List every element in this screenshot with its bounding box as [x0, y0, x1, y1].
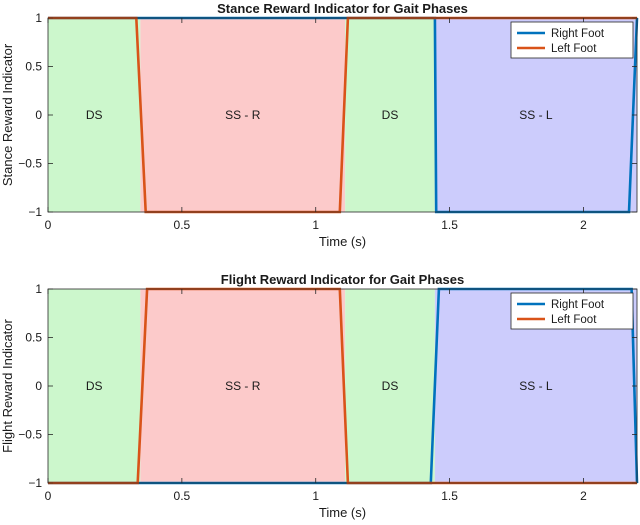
x-tick-label: 2: [580, 218, 587, 232]
legend: Right Foot Left Foot: [510, 292, 634, 330]
phase-region: [48, 289, 141, 483]
x-tick-label: 1: [312, 489, 319, 503]
x-tick-label: 1.5: [441, 218, 458, 232]
y-tick-label: 0: [35, 379, 42, 393]
phase-label: SS - R: [225, 379, 261, 393]
y-tick-label: −1: [28, 476, 42, 490]
x-tick-label: 0: [45, 218, 52, 232]
phase-label: SS - L: [519, 379, 553, 393]
legend-label: Left Foot: [551, 43, 597, 55]
phase-label: SS - L: [519, 108, 553, 122]
phase-region: [140, 289, 346, 483]
x-tick-label: 0.5: [174, 218, 191, 232]
y-axis-label: Flight Reward Indicator: [0, 318, 15, 452]
phase-label: DS: [382, 108, 399, 122]
phase-region: [345, 18, 435, 212]
y-tick-label: −0.5: [18, 428, 42, 442]
phase-region: [140, 18, 346, 212]
chart-title: Stance Reward Indicator for Gait Phases: [217, 1, 468, 16]
legend: Right Foot Left Foot: [510, 21, 634, 59]
y-tick-label: 0.5: [25, 331, 42, 345]
phase-label: SS - R: [225, 108, 261, 122]
phase-region: [48, 18, 141, 212]
x-tick-label: 0.5: [174, 489, 191, 503]
y-tick-label: −0.5: [18, 157, 42, 171]
y-axis-label: Stance Reward Indicator: [0, 43, 15, 186]
legend-label: Left Foot: [551, 314, 597, 326]
x-tick-label: 2: [580, 489, 587, 503]
x-tick-label: 1.5: [441, 489, 458, 503]
chart-panel-2: DS SS - R DS SS - L 0 0.5 1 1.5 2 −1 −0.5 0 0.5 1 Flig…: [0, 272, 639, 520]
chart-title: Flight Reward Indicator for Gait Phases: [221, 272, 464, 287]
legend-label: Right Foot: [551, 28, 605, 40]
legend-box: [510, 21, 634, 59]
phase-label: DS: [86, 379, 103, 393]
y-tick-label: 0.5: [25, 60, 42, 74]
y-tick-label: 1: [35, 282, 42, 296]
legend-label: Right Foot: [551, 299, 605, 311]
legend-box: [510, 292, 634, 330]
chart-panel-1: DS SS - R DS SS - L 0 0.5 1 1.5 2 −1 −0.5 0 0.5 1 Stan…: [0, 1, 639, 249]
phase-region: [345, 289, 435, 483]
x-tick-label: 0: [45, 489, 52, 503]
x-axis-label: Time (s): [319, 234, 366, 249]
y-tick-label: 1: [35, 11, 42, 25]
y-tick-label: −1: [28, 205, 42, 219]
phase-label: DS: [382, 379, 399, 393]
x-tick-label: 1: [312, 218, 319, 232]
y-tick-label: 0: [35, 108, 42, 122]
phase-label: DS: [86, 108, 103, 122]
x-axis-label: Time (s): [319, 505, 366, 520]
